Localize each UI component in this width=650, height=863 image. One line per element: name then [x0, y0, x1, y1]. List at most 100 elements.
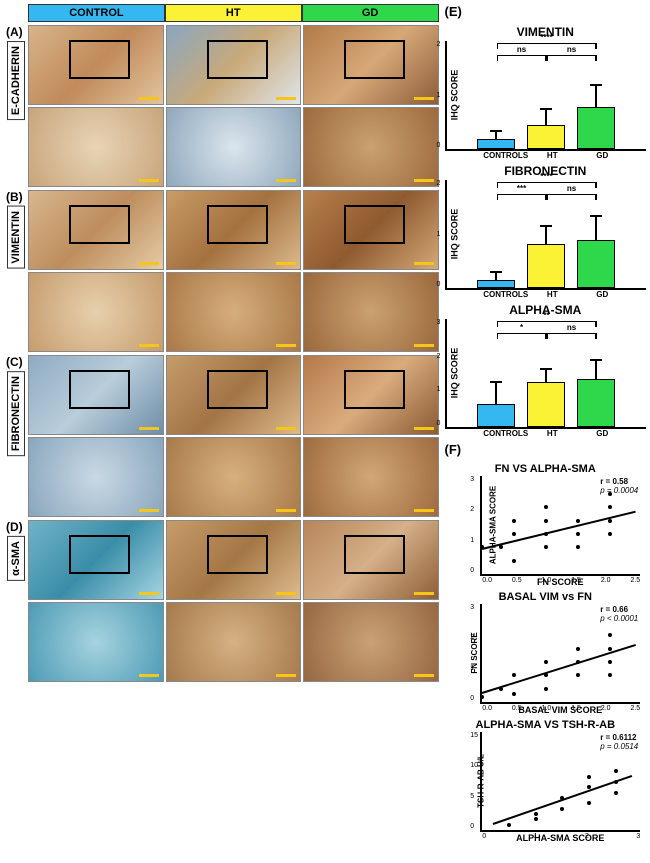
- panel-label: E-CADHERIN: [7, 41, 25, 120]
- micrograph: [303, 107, 439, 187]
- panel-sidebar: (B)VIMENTIN: [4, 190, 28, 352]
- panel-letter: (D): [4, 520, 25, 534]
- chart-title: BASAL VIM vs FN: [499, 591, 592, 603]
- scale-bar: [276, 97, 296, 100]
- error-bar: [545, 108, 547, 126]
- micrograph: [303, 602, 439, 682]
- column-header-control: CONTROL: [28, 4, 165, 22]
- y-axis-label: IHQ SCORE: [449, 209, 459, 260]
- data-point: [512, 519, 516, 523]
- micrograph: [166, 25, 302, 105]
- panel-label: FIBRONECTIN: [7, 371, 25, 456]
- chart-plot-area: ALPHA-SMA SCORE01230.00.51.01.52.02.5r =…: [480, 476, 640, 576]
- data-point: [576, 519, 580, 523]
- scale-bar: [139, 179, 159, 182]
- data-point: [544, 545, 548, 549]
- trend-line: [493, 775, 632, 825]
- micrograph: [28, 190, 164, 270]
- micrograph: [303, 25, 439, 105]
- data-point: [608, 633, 612, 637]
- data-point: [608, 673, 612, 677]
- x-ticks: 0.00.51.01.52.02.5: [482, 577, 640, 584]
- chart-plot-area: IHQ SCORE0123*ns**: [445, 319, 646, 429]
- significance-label: ns: [517, 45, 526, 54]
- bar-controls: [477, 280, 515, 288]
- x-labels: CONTROLSHTGD: [469, 151, 621, 160]
- y-ticks: 0123: [437, 319, 441, 427]
- bar-controls: [477, 139, 515, 149]
- y-axis-label: ALPHA-SMA SCORE: [489, 486, 498, 564]
- data-point: [614, 791, 618, 795]
- significance-label: ns: [567, 184, 576, 193]
- roi-rectangle: [207, 535, 268, 574]
- micrograph: [166, 520, 302, 600]
- data-point: [534, 817, 538, 821]
- chart-plot-area: FN SCORE01230.00.51.01.52.02.5r = 0.66p …: [480, 604, 640, 704]
- significance-label: ***: [517, 184, 526, 193]
- scale-bar: [139, 262, 159, 265]
- bar-gd: [577, 107, 615, 149]
- roi-rectangle: [344, 370, 405, 409]
- significance-bracket: [497, 182, 597, 183]
- micrograph: [303, 520, 439, 600]
- y-ticks: 0123: [470, 604, 474, 702]
- stats-text: r = 0.6112p = 0.0514: [600, 734, 638, 752]
- scale-bar: [139, 97, 159, 100]
- scale-bar: [139, 674, 159, 677]
- data-point: [576, 545, 580, 549]
- data-point: [614, 769, 618, 773]
- chart-plot-area: IHQ SCORE012nsns****: [445, 41, 646, 151]
- column-header-ht: HT: [165, 4, 302, 22]
- stats-text: r = 0.58p = 0.0004: [600, 478, 638, 496]
- scale-bar: [276, 344, 296, 347]
- scale-bar: [414, 674, 434, 677]
- roi-rectangle: [344, 535, 405, 574]
- roi-rectangle: [69, 40, 130, 79]
- data-point: [544, 519, 548, 523]
- error-bar: [595, 359, 597, 380]
- roi-rectangle: [344, 40, 405, 79]
- data-point: [544, 505, 548, 509]
- panel-letter: (C): [4, 355, 25, 369]
- error-bar: [495, 271, 497, 281]
- chart-title: FN VS ALPHA-SMA: [495, 463, 596, 475]
- micrograph: [28, 272, 164, 352]
- bar-ht: [527, 382, 565, 427]
- error-bar: [545, 368, 547, 383]
- significance-label: ns: [567, 323, 576, 332]
- error-bar: [495, 130, 497, 140]
- y-axis-label: IHQ SCORE: [449, 70, 459, 121]
- scale-bar: [139, 344, 159, 347]
- panel--sma: (D) α-SMA: [4, 520, 439, 682]
- panel-label: α-SMA: [7, 536, 25, 581]
- data-point: [576, 673, 580, 677]
- x-ticks: 0.00.51.01.52.02.5: [482, 705, 640, 712]
- data-point: [507, 823, 511, 827]
- panel-grid: [28, 520, 439, 682]
- scale-bar: [414, 97, 434, 100]
- data-point: [512, 532, 516, 536]
- micrograph: [303, 272, 439, 352]
- significance-bracket: [497, 55, 547, 56]
- barchart-vimentin: VIMENTINIHQ SCORE012nsns****CONTROLSHTGD: [445, 25, 646, 160]
- scale-bar: [276, 509, 296, 512]
- roi-rectangle: [69, 205, 130, 244]
- data-point: [608, 505, 612, 509]
- significance-label: *: [520, 323, 523, 332]
- panel-vimentin: (B)VIMENTIN: [4, 190, 439, 352]
- data-point: [544, 660, 548, 664]
- micrograph: [303, 355, 439, 435]
- scale-bar: [276, 674, 296, 677]
- significance-label: ****: [540, 33, 552, 42]
- data-point: [608, 532, 612, 536]
- bar-controls: [477, 404, 515, 427]
- x-labels: CONTROLSHTGD: [469, 429, 621, 438]
- significance-label: ****: [540, 172, 552, 181]
- significance-label: ns: [567, 45, 576, 54]
- left-microscopy-column: CONTROLHTGD (A)E-CADHERIN(B)VIMENTIN(C)F…: [4, 4, 439, 859]
- scale-bar: [414, 427, 434, 430]
- data-point: [608, 660, 612, 664]
- scale-bar: [414, 509, 434, 512]
- panel-grid: [28, 355, 439, 517]
- scale-bar: [276, 427, 296, 430]
